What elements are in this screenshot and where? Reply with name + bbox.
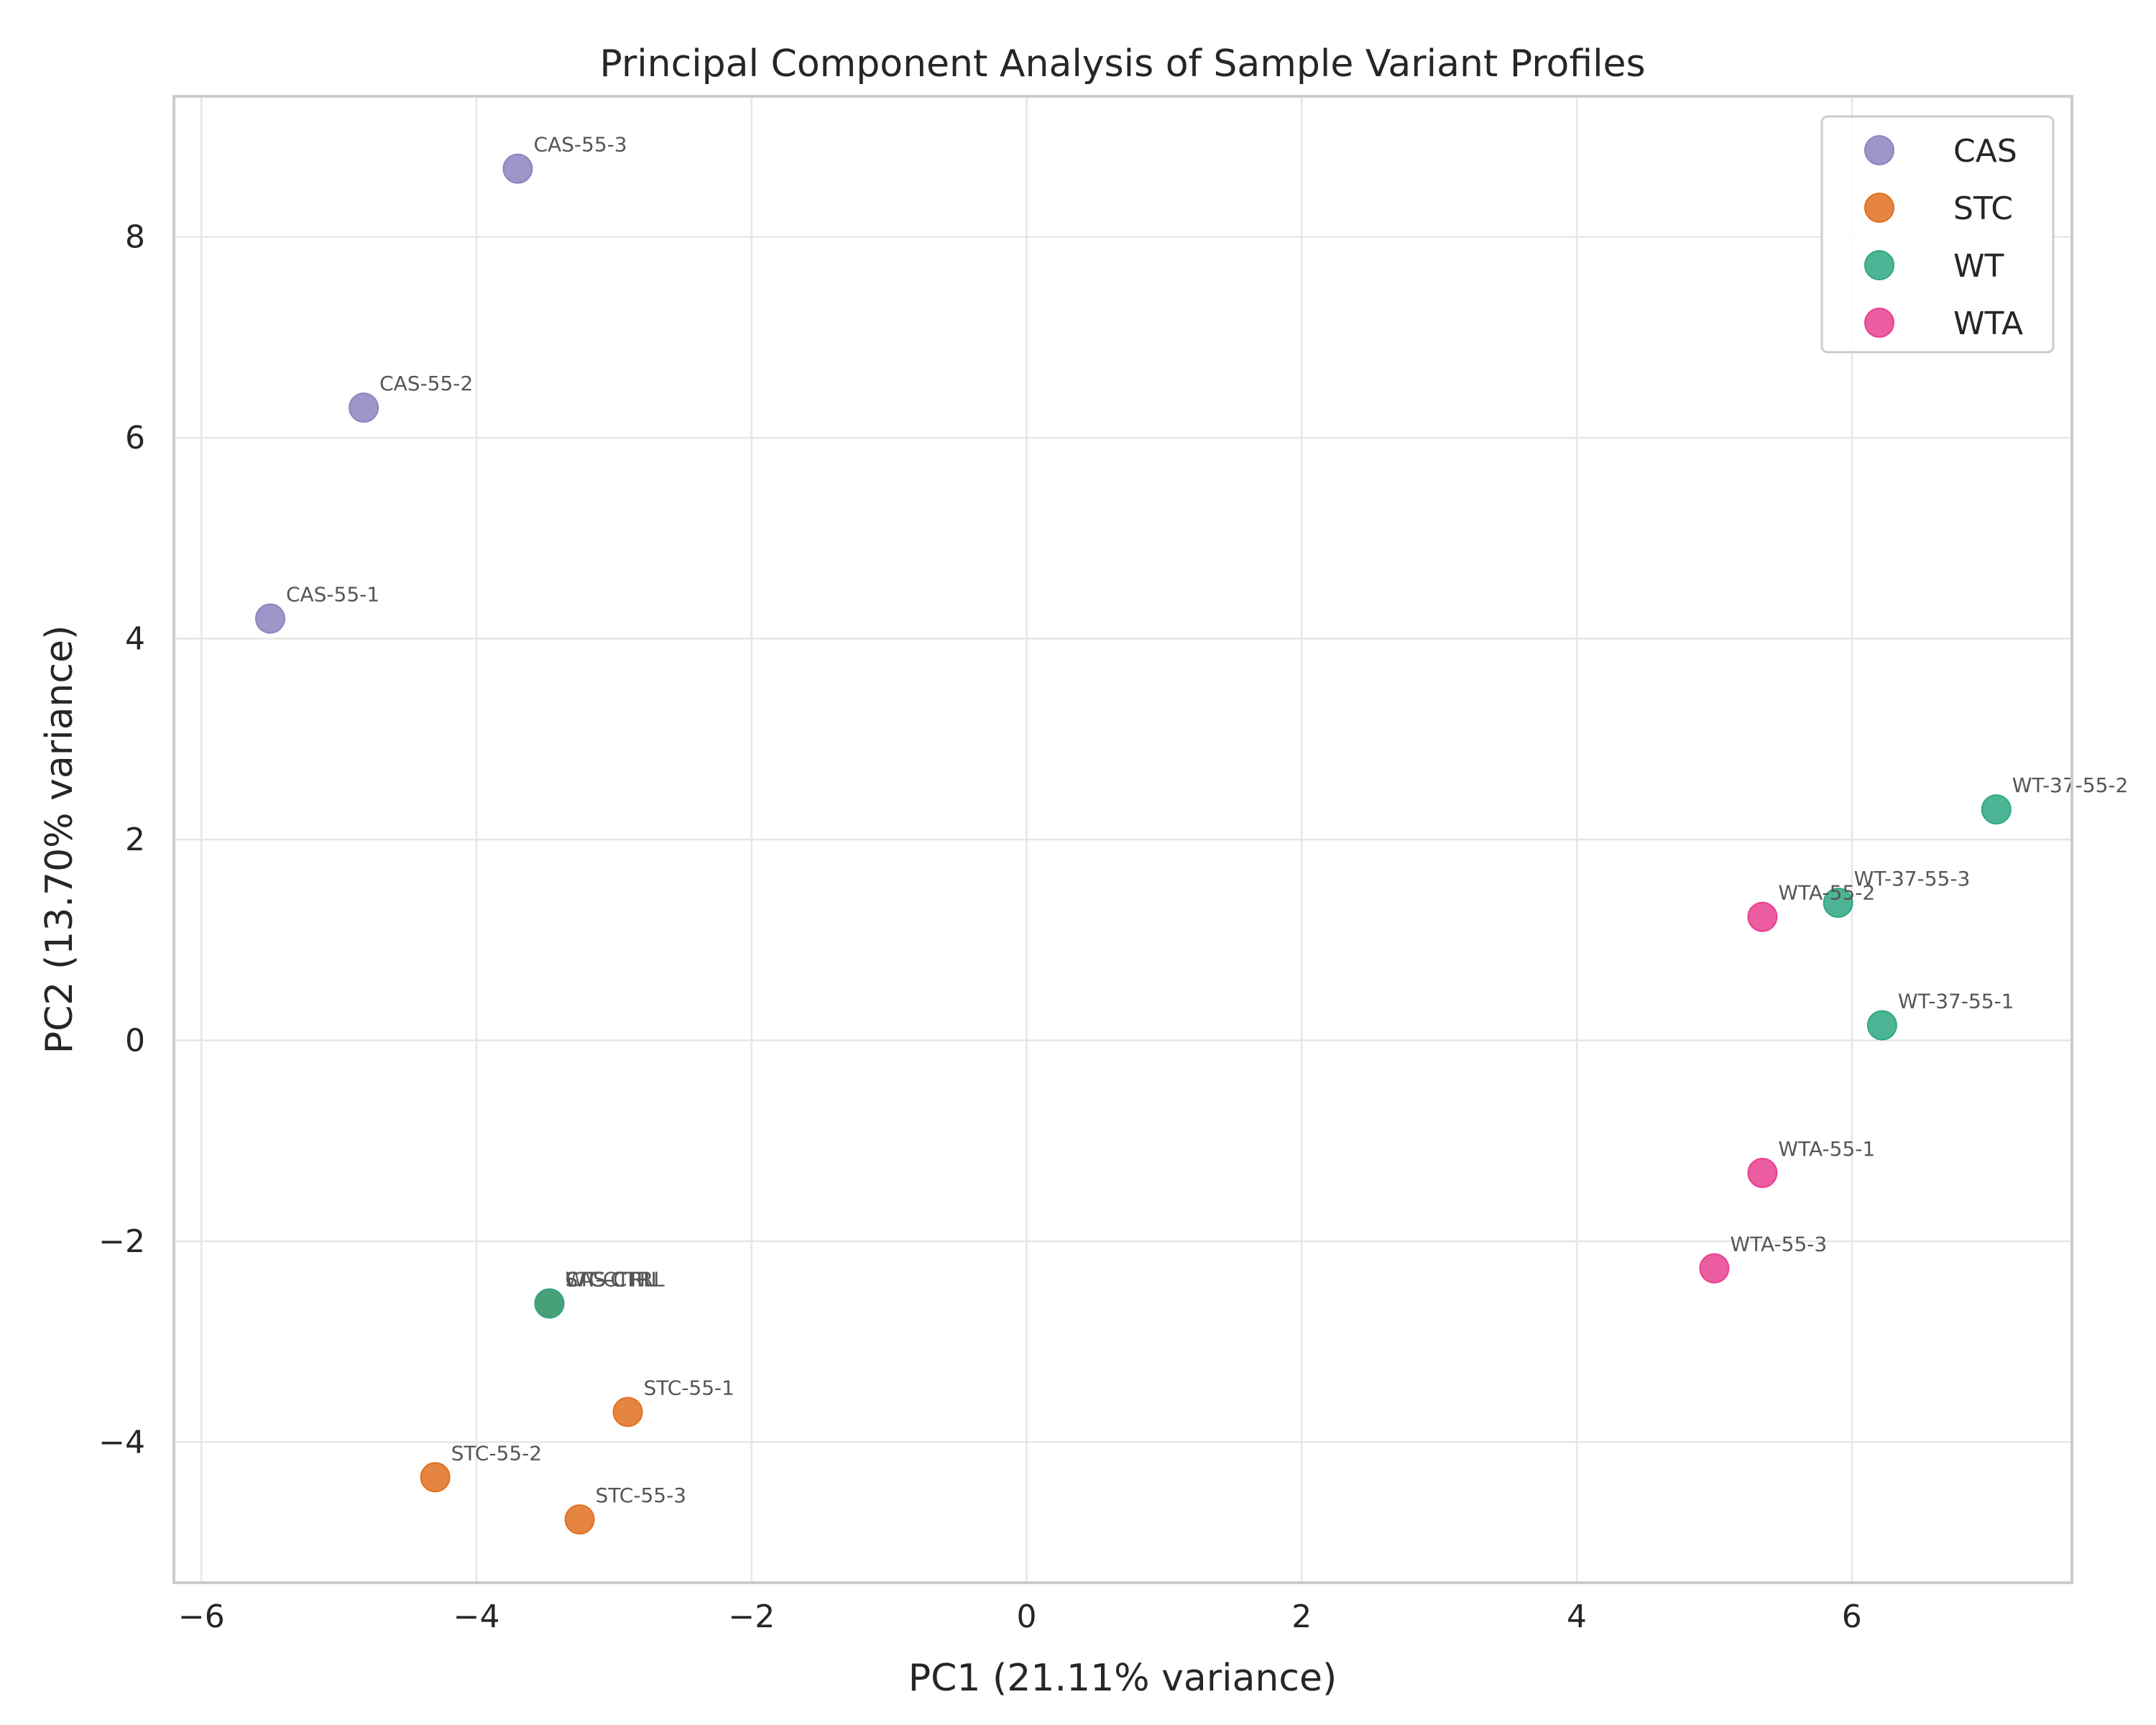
y-tick-label: 6: [125, 420, 145, 456]
y-tick-label: 4: [125, 621, 145, 658]
x-tick-label: −6: [178, 1598, 225, 1635]
axis-ticks: −6 −4 −2 0 2 4 6 −4 −2 0 2 4 6 8: [98, 219, 1862, 1635]
legend-box: [1820, 115, 2055, 354]
legend-label: STC: [1953, 190, 2013, 227]
data-point-label: WTA-55-3: [1730, 1233, 1827, 1256]
data-point-label: WT-37-55-1: [1898, 990, 2014, 1013]
data-point: [1981, 794, 2012, 825]
y-tick-label: −2: [98, 1223, 145, 1260]
x-tick-label: 2: [1291, 1598, 1312, 1635]
data-point-label: CAS-CTRL: [565, 1268, 665, 1292]
data-point-label: CAS-55-1: [286, 583, 379, 607]
data-point-label: CAS-55-3: [533, 133, 627, 157]
data-point: [1699, 1253, 1730, 1284]
legend-marker: [1864, 250, 1894, 280]
x-tick-label: 0: [1017, 1598, 1037, 1635]
data-point: [420, 1462, 451, 1493]
data-point: [1866, 1010, 1897, 1041]
point-labels: CAS-55-1 CAS-55-2 CAS-55-3 STC-55-1 STC-55-2…: [286, 133, 2128, 1507]
legend-marker: [1864, 135, 1894, 165]
data-point-label: CAS-55-2: [379, 372, 473, 395]
data-point-label: STC-CTRL: [565, 1268, 662, 1292]
y-tick-label: 8: [125, 219, 145, 256]
x-tick-label: −4: [453, 1598, 500, 1635]
data-point: [254, 603, 285, 634]
data-point-label: WT-37-55-2: [2012, 773, 2129, 797]
data-point-label: WTA-55-2: [1778, 881, 1875, 905]
data-point-label: STC-55-1: [644, 1376, 734, 1399]
data-point: [1747, 1157, 1778, 1188]
data-point: [564, 1504, 595, 1535]
y-tick-label: 0: [125, 1022, 145, 1059]
data-point: [349, 392, 379, 423]
data-point-label: WT-CTRL: [565, 1268, 654, 1292]
data-points: [254, 153, 2012, 1535]
data-point-label: STC-55-3: [596, 1484, 686, 1507]
data-point: [612, 1397, 643, 1427]
x-tick-label: 4: [1567, 1598, 1587, 1635]
chart-title: Principal Component Analysis of Sample V…: [599, 42, 1645, 86]
grid: [174, 96, 2072, 1583]
data-point-label: WTA-55-1: [1778, 1137, 1875, 1161]
data-point: [1747, 901, 1778, 932]
legend-marker: [1864, 193, 1894, 223]
y-tick-label: 2: [125, 822, 145, 858]
data-point: [1823, 888, 1853, 919]
y-axis-label: PC2 (13.70% variance): [38, 625, 81, 1054]
plot-frame: [172, 95, 2073, 1584]
data-point: [534, 1288, 565, 1319]
data-point: [502, 153, 533, 184]
legend-label: WTA: [1953, 305, 2023, 342]
y-tick-label: −4: [98, 1424, 145, 1460]
x-axis-label: PC1 (21.11% variance): [908, 1657, 1337, 1700]
legend-marker: [1864, 308, 1894, 338]
x-tick-label: −2: [728, 1598, 775, 1635]
legend-label: CAS: [1953, 133, 2017, 170]
data-point-label: WT-37-55-3: [1854, 867, 1971, 891]
legend-label: WT: [1953, 248, 2004, 285]
legend: CAS STC WT WTA: [1820, 115, 2055, 354]
data-point-label: STC-55-2: [451, 1441, 542, 1465]
x-tick-label: 6: [1842, 1598, 1862, 1635]
